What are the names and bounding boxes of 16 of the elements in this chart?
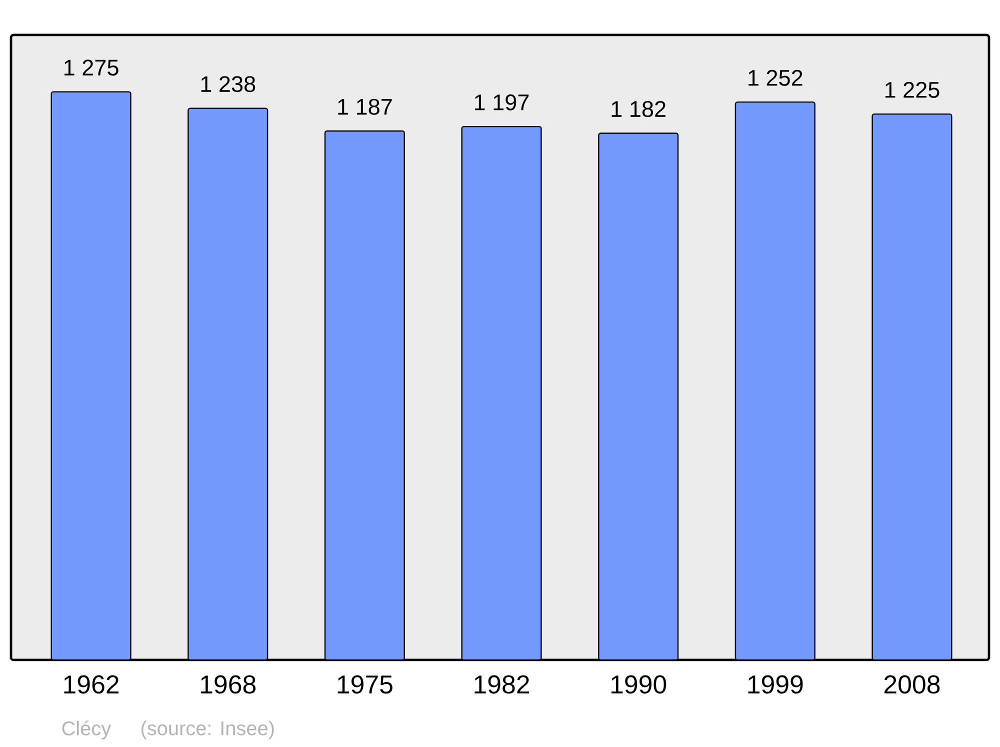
data-label: 1 197	[474, 94, 529, 110]
data-label: 1 225	[885, 82, 940, 98]
x-tick-label: 1962	[64, 675, 119, 694]
data-label: 1 275	[64, 60, 118, 76]
text: (source: Insee)	[142, 720, 274, 740]
x-tick-label: 1982	[474, 675, 530, 694]
data-label: 1 182	[612, 101, 666, 118]
data-label: 1 252	[748, 70, 802, 86]
x-tick-label: 1968	[201, 675, 256, 694]
x-tick-label: 1999	[748, 675, 803, 694]
data-label: 1 187	[338, 98, 392, 115]
text: Clécy	[62, 720, 112, 740]
x-tick-label: 1975	[338, 675, 392, 694]
data-label: 1 238	[201, 76, 256, 92]
x-tick-label: 2008	[884, 675, 940, 694]
x-tick-label: 1990	[612, 675, 666, 694]
